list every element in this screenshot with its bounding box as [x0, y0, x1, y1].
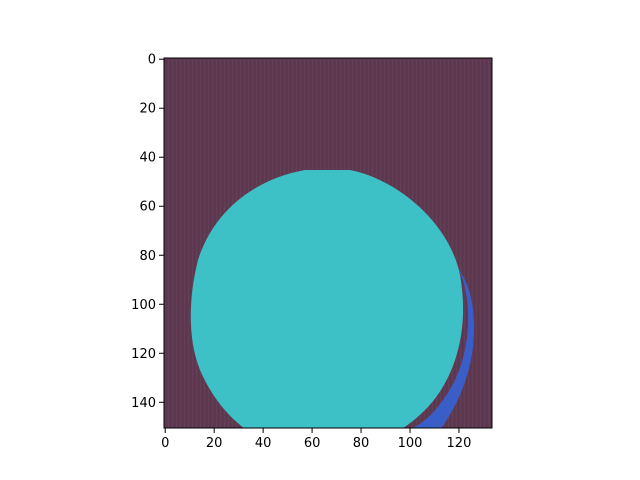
x-tick-label: 40: [255, 436, 272, 451]
x-tick-label: 60: [304, 436, 321, 451]
y-tick-label: 60: [139, 200, 156, 215]
y-tick-label: 0: [148, 53, 156, 68]
x-tick-label: 100: [398, 436, 423, 451]
x-tick-label: 80: [353, 436, 370, 451]
image-plot: [164, 58, 492, 428]
y-axis: 0 20 40 60 80 100 120 140: [131, 53, 164, 411]
y-tick-label: 120: [131, 347, 156, 362]
y-tick-label: 80: [139, 249, 156, 264]
axes-frame: [163, 57, 493, 429]
y-tick-label: 20: [139, 102, 156, 117]
y-tick-label: 140: [131, 396, 156, 411]
x-tick-label: 0: [161, 436, 169, 451]
mask-disc: [190, 170, 464, 428]
x-tick-label: 20: [206, 436, 223, 451]
edge-crescent: [411, 268, 475, 428]
y-tick-label: 40: [139, 151, 156, 166]
x-tick-label: 120: [447, 436, 472, 451]
y-tick-label: 100: [131, 298, 156, 313]
x-axis: 0 20 40 60 80 100 120: [161, 428, 471, 451]
